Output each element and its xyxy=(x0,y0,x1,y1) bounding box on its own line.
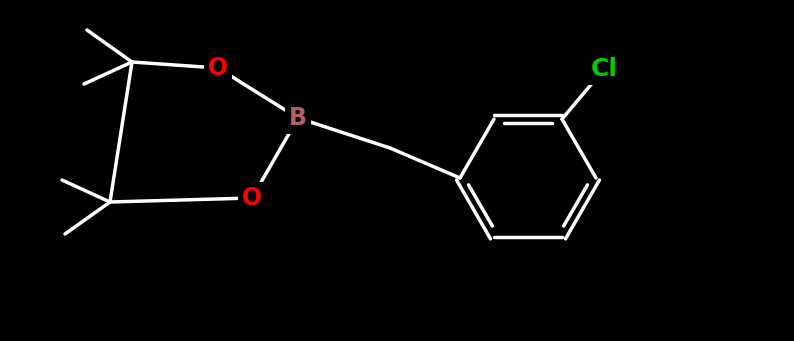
Text: O: O xyxy=(208,56,228,80)
Text: Cl: Cl xyxy=(590,57,617,81)
Text: B: B xyxy=(289,106,307,130)
Text: O: O xyxy=(242,186,262,210)
